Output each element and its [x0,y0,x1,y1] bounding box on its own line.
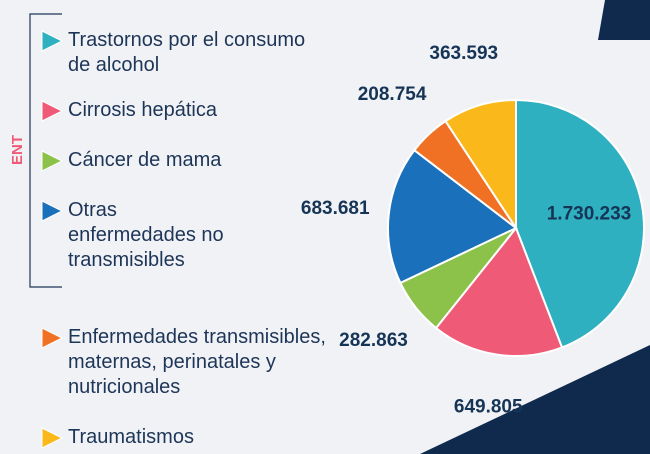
legend-marker [41,327,64,349]
decor-corner [598,0,650,40]
value-label: 649.805 [454,397,523,418]
value-label: 363.593 [429,43,498,64]
legend-text: Otras enfermedades no transmisibles [68,199,224,271]
legend-text: Trastornos por el consumo de alcohol [68,29,306,76]
legend-text: Traumatismos [68,426,194,448]
legend-item: Traumatismos [40,425,270,450]
legend-text: Cirrosis hepática [68,99,217,121]
pie-slice [387,148,518,285]
legend-marker [41,427,64,449]
legend-item: Enfermedades transmisibles, maternas, pe… [40,325,370,400]
value-label: 282.863 [339,330,408,351]
pie-slice [444,98,517,232]
pie [387,98,645,357]
legend-marker [41,30,64,52]
legend-marker [41,150,64,172]
legend-item: Cáncer de mama [40,148,270,173]
value-label: 683.681 [301,198,370,219]
legend-item: Cirrosis hepática [40,98,270,123]
legend-item: Otras enfermedades no transmisibles [40,198,240,273]
value-label: 208.754 [358,84,427,105]
legend-text: Cáncer de mama [68,149,222,171]
decor-band [420,345,650,454]
group-bracket [29,13,62,288]
pie-slice [434,226,564,357]
value-label: 1.730.233 [547,203,632,224]
legend-marker [41,200,64,222]
group-label: ENT [9,135,26,165]
legend-text: Enfermedades transmisibles, maternas, pe… [68,326,326,398]
legend-marker [41,100,64,122]
pie-slice [515,98,645,349]
legend-item: Trastornos por el consumo de alcohol [40,28,310,78]
